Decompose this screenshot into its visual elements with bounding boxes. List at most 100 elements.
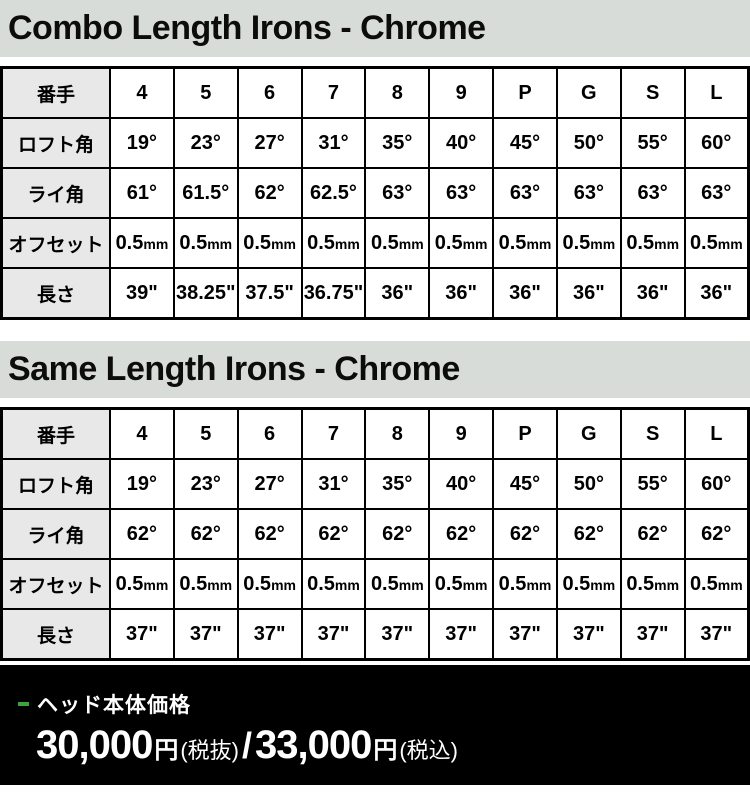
table-row: オフセット 0.5mm 0.5mm 0.5mm 0.5mm 0.5mm 0.5mm 0.5mm… — [0, 217, 750, 269]
row-header-cell: 長さ — [0, 267, 111, 320]
value-cell: 62° — [236, 508, 303, 560]
value-cell: 37" — [300, 608, 367, 661]
value-cell: 62° — [492, 508, 558, 560]
value-cell: 0.5mm — [619, 558, 686, 610]
value-cell: 37" — [364, 608, 431, 661]
table-row: ロフト角 19° 23° 27° 31° 35° 40° 45° 50° 55° 60° — [0, 117, 750, 169]
value-cell: 0.5mm — [300, 558, 367, 610]
value-cell: 19° — [109, 117, 175, 169]
column-header-cell: G — [555, 407, 622, 460]
corner-header-cell: 番手 — [0, 407, 111, 460]
value-cell: 31° — [300, 458, 367, 510]
value-cell: 0.5mm — [236, 217, 303, 269]
value-cell: 60° — [683, 458, 750, 510]
value-cell: 39" — [109, 267, 175, 320]
row-header-cell: ロフト角 — [0, 458, 111, 510]
column-header-cell: 6 — [236, 407, 303, 460]
value-cell: 36" — [619, 267, 686, 320]
price-amount-tax-included: 33,000 — [255, 723, 372, 767]
value-cell: 50° — [555, 117, 622, 169]
column-header-cell: 5 — [172, 407, 239, 460]
value-cell: 40° — [428, 458, 495, 510]
column-header-cell: 4 — [109, 407, 175, 460]
column-header-cell: 7 — [300, 407, 367, 460]
value-cell: 0.5mm — [109, 558, 175, 610]
value-cell: 0.5mm — [619, 217, 686, 269]
value-cell: 62° — [428, 508, 495, 560]
column-header-cell: 9 — [428, 407, 495, 460]
same-length-spec-table: 番手 4 5 6 7 8 9 P G S L ロフト角 19° 23° 27° 31° 35° 40° 45° 50°… — [0, 407, 750, 661]
value-cell: 50° — [555, 458, 622, 510]
table-header-row: 番手 4 5 6 7 8 9 P G S L — [0, 66, 750, 119]
value-cell: 37" — [555, 608, 622, 661]
value-cell: 62° — [236, 167, 303, 219]
column-header-cell: G — [555, 66, 622, 119]
value-cell: 0.5mm — [492, 217, 558, 269]
value-cell: 19° — [109, 458, 175, 510]
value-cell: 62° — [683, 508, 750, 560]
value-cell: 37" — [492, 608, 558, 661]
column-header-cell: P — [492, 407, 558, 460]
price-line: 30,000 円 (税抜) / 33,000 円 (税込) — [36, 723, 750, 768]
table-header-row: 番手 4 5 6 7 8 9 P G S L — [0, 407, 750, 460]
value-cell: 36" — [555, 267, 622, 320]
price-amount-tax-excluded: 30,000 — [36, 723, 153, 767]
column-header-cell: 5 — [172, 66, 239, 119]
column-header-cell: S — [619, 407, 686, 460]
value-cell: 0.5mm — [364, 217, 431, 269]
value-cell: 40° — [428, 117, 495, 169]
value-cell: 45° — [492, 117, 558, 169]
value-cell: 0.5mm — [683, 558, 750, 610]
same-length-table-container: 番手 4 5 6 7 8 9 P G S L ロフト角 19° 23° 27° 31° 35° 40° 45° 50°… — [0, 407, 750, 661]
value-cell: 37" — [428, 608, 495, 661]
value-cell: 55° — [619, 458, 686, 510]
row-header-cell: 長さ — [0, 608, 111, 661]
column-header-cell: L — [683, 66, 750, 119]
combo-length-table-container: 番手 4 5 6 7 8 9 P G S L ロフト角 19° 23° 27° 31° 35° 40° 45° 50°… — [0, 66, 750, 320]
value-cell: 61° — [109, 167, 175, 219]
value-cell: 38.25" — [172, 267, 239, 320]
value-cell: 62.5° — [300, 167, 367, 219]
column-header-cell: 4 — [109, 66, 175, 119]
value-cell: 63° — [555, 167, 622, 219]
value-cell: 37" — [236, 608, 303, 661]
column-header-cell: 8 — [364, 66, 431, 119]
value-cell: 63° — [364, 167, 431, 219]
value-cell: 55° — [619, 117, 686, 169]
table-row: ライ角 62° 62° 62° 62° 62° 62° 62° 62° 62° 62° — [0, 508, 750, 560]
value-cell: 62° — [555, 508, 622, 560]
row-header-cell: オフセット — [0, 217, 111, 269]
value-cell: 0.5mm — [172, 558, 239, 610]
value-cell: 62° — [364, 508, 431, 560]
green-dash-icon — [18, 702, 29, 706]
value-cell: 0.5mm — [364, 558, 431, 610]
value-cell: 0.5mm — [555, 217, 622, 269]
combo-length-spec-table: 番手 4 5 6 7 8 9 P G S L ロフト角 19° 23° 27° 31° 35° 40° 45° 50°… — [0, 66, 750, 320]
value-cell: 37" — [619, 608, 686, 661]
section-title-same: Same Length Irons - Chrome — [8, 350, 460, 388]
tax-included-label: (税込) — [399, 738, 459, 763]
value-cell: 0.5mm — [172, 217, 239, 269]
value-cell: 0.5mm — [300, 217, 367, 269]
value-cell: 23° — [172, 458, 239, 510]
value-cell: 63° — [492, 167, 558, 219]
value-cell: 0.5mm — [683, 217, 750, 269]
section-title-combo: Combo Length Irons - Chrome — [8, 9, 486, 47]
row-header-cell: ライ角 — [0, 167, 111, 219]
column-header-cell: S — [619, 66, 686, 119]
value-cell: 45° — [492, 458, 558, 510]
value-cell: 61.5° — [172, 167, 239, 219]
column-header-cell: 6 — [236, 66, 303, 119]
value-cell: 35° — [364, 117, 431, 169]
price-heading: ヘッド本体価格 — [37, 694, 191, 717]
row-header-cell: オフセット — [0, 558, 111, 610]
value-cell: 37" — [172, 608, 239, 661]
corner-header-cell: 番手 — [0, 66, 111, 119]
value-cell: 0.5mm — [236, 558, 303, 610]
value-cell: 62° — [109, 508, 175, 560]
column-header-cell: 7 — [300, 66, 367, 119]
value-cell: 35° — [364, 458, 431, 510]
value-cell: 62° — [300, 508, 367, 560]
section-title-bar-same: Same Length Irons - Chrome — [0, 341, 750, 398]
table-row: オフセット 0.5mm 0.5mm 0.5mm 0.5mm 0.5mm 0.5mm 0.5mm… — [0, 558, 750, 610]
